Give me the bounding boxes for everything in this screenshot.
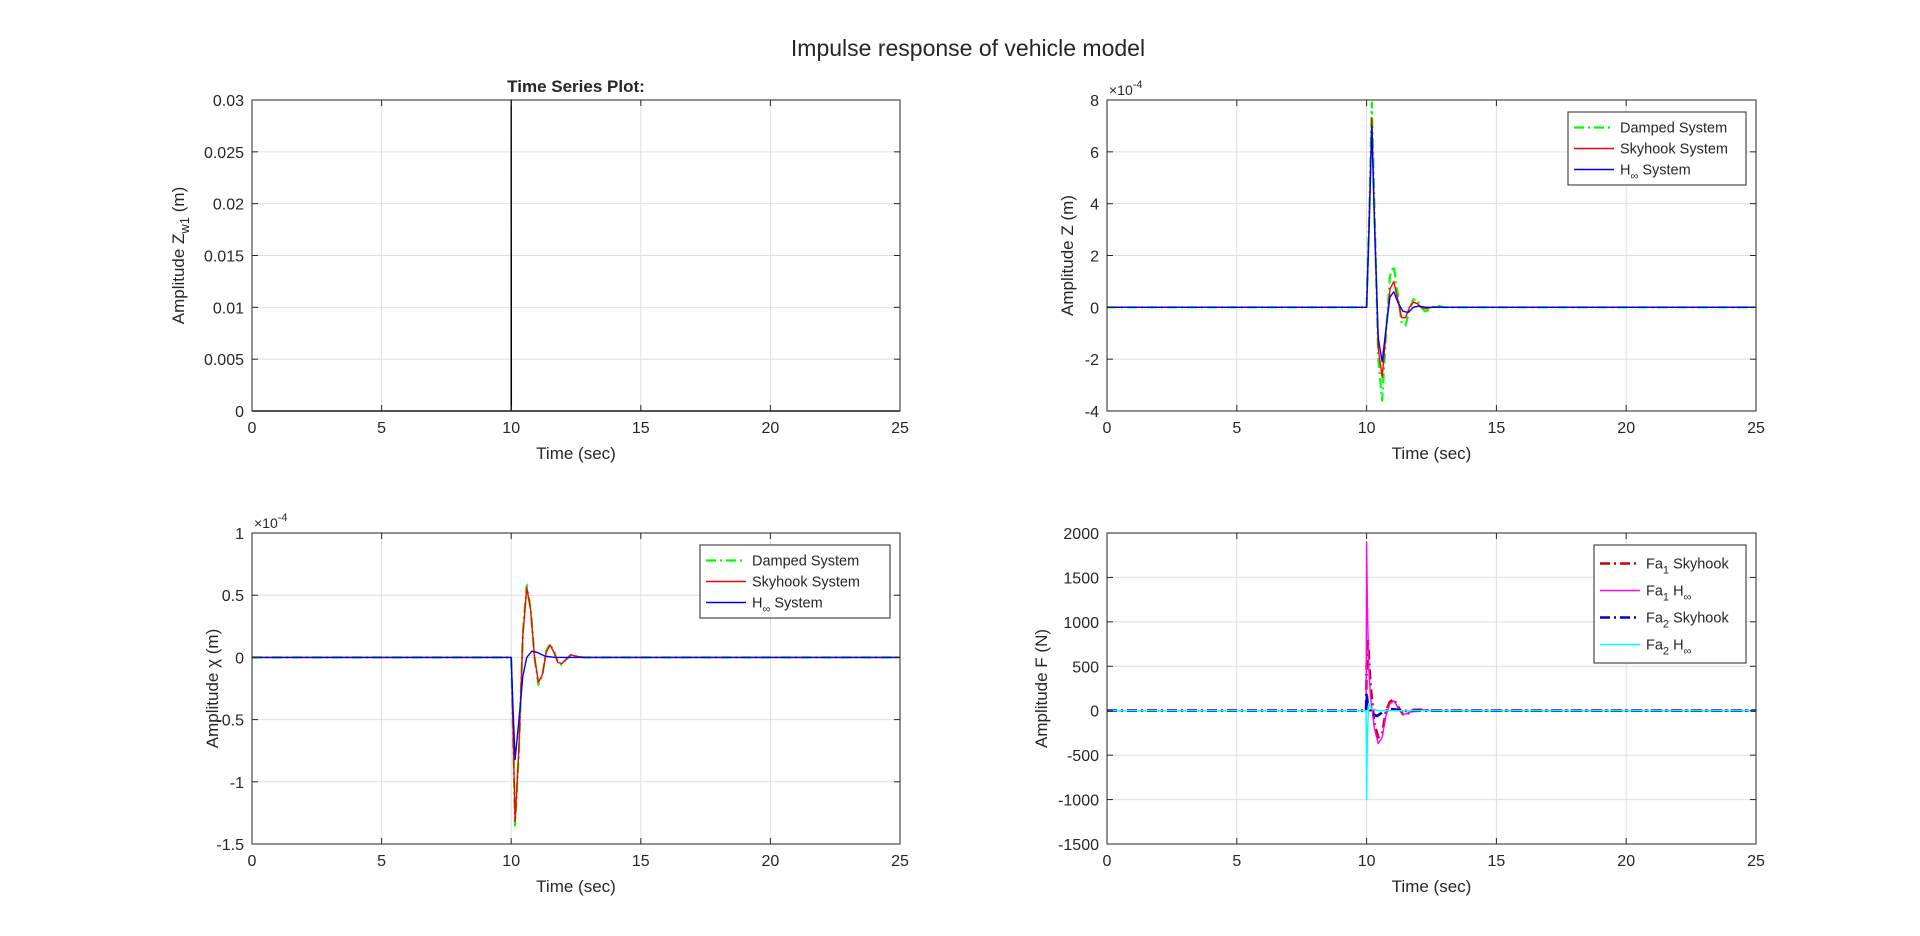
- series-line-skyhook-system: [252, 587, 900, 823]
- plot-title: Time Series Plot:: [507, 77, 645, 96]
- legend: Fa1 Skyhook Fa1 H∞ Fa2 Skyhook Fa2 H∞: [1593, 544, 1747, 664]
- x-tick-label: 15: [1488, 420, 1506, 437]
- legend-entry: H∞ System: [1620, 163, 1691, 183]
- legend-entry: Fa2 H∞: [1646, 638, 1691, 658]
- x-tick-label: 25: [1747, 420, 1765, 437]
- y-tick-label: 6: [1090, 145, 1099, 162]
- series-group: [1107, 101, 1756, 402]
- y-tick-label: 0.03: [213, 93, 244, 110]
- x-tick-label: 0: [1103, 420, 1112, 437]
- legend-entry: Fa1 H∞: [1646, 584, 1691, 604]
- x-axis-label: Time (sec): [1392, 444, 1472, 463]
- y-tick-label: 0.025: [204, 145, 244, 162]
- x-tick-label: 5: [1232, 853, 1241, 870]
- y-axis-label: Amplitude Zw1 (m): [169, 187, 192, 325]
- y-tick-label: 1: [235, 526, 244, 543]
- x-tick-label: 15: [632, 853, 650, 870]
- x-tick-label: 20: [1617, 853, 1635, 870]
- x-tick-label: 25: [891, 853, 909, 870]
- y-axis-label: Amplitude Z (m): [1058, 195, 1077, 316]
- x-axis-label: Time (sec): [1392, 877, 1472, 896]
- x-tick-label: 10: [502, 420, 520, 437]
- y-tick-label: 0: [235, 404, 244, 421]
- y-tick-label: -4: [1085, 404, 1099, 421]
- legend: Damped System Skyhook System H∞ System: [699, 544, 891, 619]
- legend: Damped System Skyhook System H∞ System: [1567, 111, 1747, 186]
- y-axis-label: Amplitude F (N): [1032, 629, 1051, 748]
- figure-title: Impulse response of vehicle model: [791, 35, 1145, 61]
- x-tick-label: 5: [377, 853, 386, 870]
- y-tick-label: -1000: [1058, 793, 1099, 810]
- y-exponent-label: ×10-4: [254, 512, 288, 531]
- y-tick-label: -1: [230, 775, 244, 792]
- legend-entry: Skyhook System: [1620, 142, 1728, 158]
- series-line-fa2-skyhook: [1107, 691, 1756, 718]
- subplot-p2: 0 5 10 15 20 25 -4 -2 0 2 4 6 8 ×10-4 Time (sec) Amplit…: [1058, 79, 1765, 463]
- y-tick-label: -1500: [1058, 837, 1099, 854]
- y-tick-label: 0.015: [204, 249, 244, 266]
- y-tick-label: 500: [1072, 659, 1099, 676]
- x-tick-label: 10: [1358, 420, 1376, 437]
- x-tick-label: 0: [248, 853, 257, 870]
- legend-entry: H∞ System: [752, 596, 823, 616]
- subplots: 0 5 10 15 20 2500.0050.010.0150.020.0250.03Ti…: [169, 77, 1765, 896]
- y-tick-label: 0: [235, 650, 244, 667]
- x-tick-label: 20: [762, 420, 780, 437]
- x-tick-label: 5: [377, 420, 386, 437]
- y-tick-label: 8: [1090, 93, 1099, 110]
- y-tick-label: 1000: [1063, 615, 1099, 632]
- y-tick-label: -500: [1067, 748, 1099, 765]
- legend-entry: Skyhook System: [752, 575, 860, 591]
- y-tick-label: 4: [1090, 197, 1099, 214]
- x-tick-label: 0: [1103, 853, 1112, 870]
- x-axis-label: Time (sec): [536, 444, 616, 463]
- axes-box: [251, 532, 901, 845]
- y-axis-label: Amplitude χ (m): [203, 629, 222, 748]
- y-exponent-label: ×10-4: [1109, 79, 1143, 98]
- series-line-h-system: [252, 650, 900, 761]
- x-tick-label: 25: [1747, 853, 1765, 870]
- y-tick-label: 2000: [1063, 526, 1099, 543]
- x-tick-label: 5: [1232, 420, 1241, 437]
- legend-entry: Fa2 Skyhook: [1646, 611, 1729, 631]
- series-group: [1107, 541, 1756, 801]
- y-tick-label: 0.02: [213, 197, 244, 214]
- y-tick-label: -0.5: [216, 713, 244, 730]
- legend-entry: Damped System: [752, 554, 859, 570]
- y-tick-label: -1.5: [216, 837, 244, 854]
- axes-box: [1106, 532, 1757, 845]
- x-tick-label: 10: [502, 853, 520, 870]
- y-tick-label: 0: [1090, 300, 1099, 317]
- x-axis-label: Time (sec): [536, 877, 616, 896]
- x-tick-label: 20: [762, 853, 780, 870]
- x-tick-label: 10: [1358, 853, 1376, 870]
- x-tick-label: 20: [1617, 420, 1635, 437]
- x-tick-label: 0: [248, 420, 257, 437]
- y-tick-label: 0.005: [204, 352, 244, 369]
- x-tick-label: 25: [891, 420, 909, 437]
- series-group: [252, 584, 900, 827]
- y-tick-label: 2: [1090, 249, 1099, 266]
- legend-entry: Fa1 Skyhook: [1646, 557, 1729, 577]
- subplot-p3: 0 5 10 15 20 25 -1.5 -1 -0.5 0 0.5 1 ×10-4 Time (sec)…: [203, 512, 909, 896]
- y-tick-label: -2: [1085, 352, 1099, 369]
- x-tick-label: 15: [1488, 853, 1506, 870]
- legend-box: [1593, 544, 1747, 664]
- subplot-p4: 0 5 10 15 20 25 -1500 -1000 -500 0 500 1000 1500 2000…: [1032, 526, 1765, 896]
- x-tick-label: 15: [632, 420, 650, 437]
- y-tick-label: 0: [1090, 704, 1099, 721]
- y-tick-label: 0.5: [222, 588, 244, 605]
- y-tick-label: 0.01: [213, 300, 244, 317]
- series-line-fa2-h-: [1107, 702, 1756, 801]
- subplot-p1: 0 5 10 15 20 25 0 0.005 0.01 0.015 0.02 0.025 0.03 Ti…: [169, 77, 909, 463]
- y-tick-label: 1500: [1063, 570, 1099, 587]
- legend-entry: Damped System: [1620, 121, 1727, 137]
- series-line-h-system: [1107, 125, 1756, 363]
